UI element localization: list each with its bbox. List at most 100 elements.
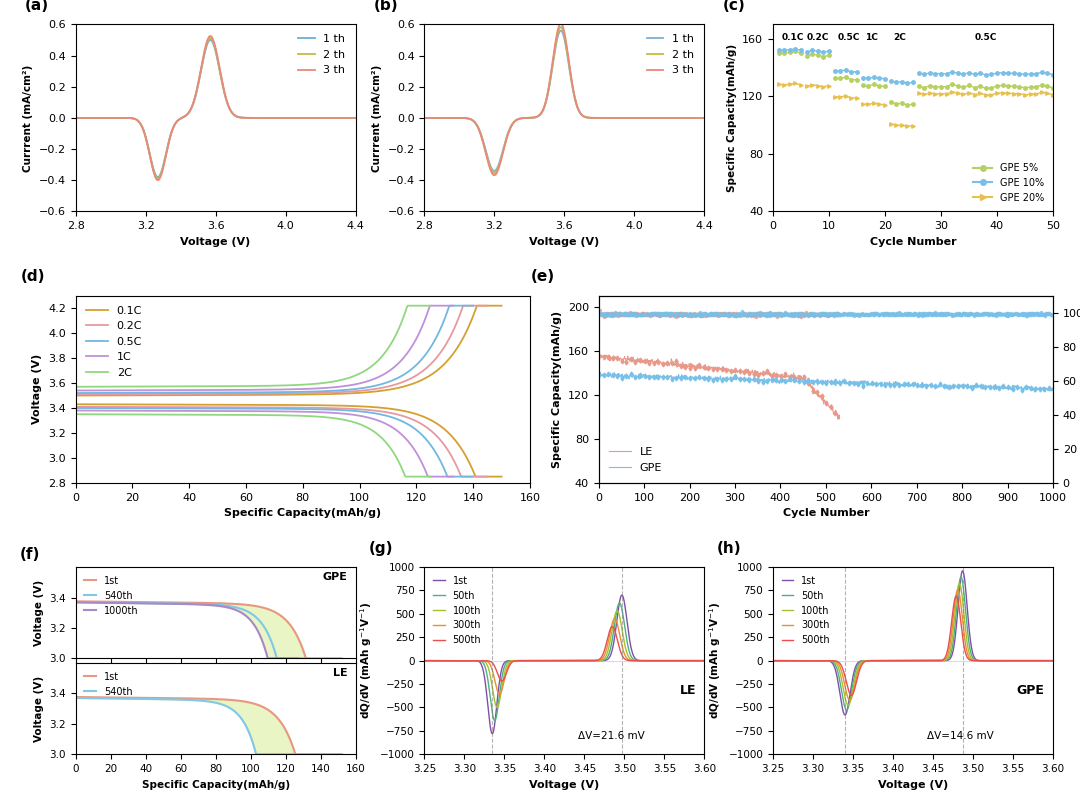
0.2C bbox=[481, 301, 494, 311]
50th bbox=[987, 656, 1000, 666]
GPE bbox=[594, 367, 607, 377]
Text: (d): (d) bbox=[22, 269, 45, 285]
1000th bbox=[96, 598, 109, 607]
540th bbox=[227, 706, 240, 715]
1st bbox=[237, 697, 249, 706]
1C bbox=[251, 385, 264, 395]
100th bbox=[418, 656, 431, 666]
1000th bbox=[230, 605, 243, 615]
540th bbox=[156, 694, 168, 704]
Text: (f): (f) bbox=[19, 547, 40, 561]
Text: (h): (h) bbox=[717, 541, 742, 556]
2 th bbox=[289, 113, 302, 122]
500th bbox=[432, 656, 445, 666]
Line: 0.2C: 0.2C bbox=[76, 306, 487, 394]
50th bbox=[546, 656, 559, 666]
GPE bbox=[777, 377, 789, 387]
Y-axis label: dQ/dV (mAh g$^{-1}$V$^{-1}$): dQ/dV (mAh g$^{-1}$V$^{-1}$) bbox=[707, 602, 723, 719]
1 th bbox=[698, 113, 711, 122]
0.2C bbox=[314, 388, 327, 397]
GPE bbox=[905, 381, 918, 391]
300th bbox=[1039, 656, 1052, 666]
1st bbox=[638, 656, 651, 666]
3 th bbox=[432, 113, 445, 122]
Y-axis label: Currrent (mA/cm²): Currrent (mA/cm²) bbox=[372, 64, 382, 172]
2C bbox=[238, 381, 251, 391]
50th bbox=[1047, 656, 1059, 666]
100th bbox=[690, 656, 703, 666]
540th bbox=[69, 693, 82, 703]
300th bbox=[608, 614, 621, 624]
300th bbox=[546, 656, 559, 666]
X-axis label: Voltage (V): Voltage (V) bbox=[180, 237, 251, 247]
X-axis label: Specific Capacity(mAh/g): Specific Capacity(mAh/g) bbox=[225, 508, 381, 518]
Line: 100th: 100th bbox=[424, 611, 704, 707]
X-axis label: Voltage (V): Voltage (V) bbox=[529, 237, 599, 247]
50th bbox=[690, 656, 703, 666]
0.1C bbox=[69, 391, 82, 401]
2 th bbox=[204, 33, 217, 43]
2 th bbox=[698, 113, 711, 122]
1C bbox=[273, 384, 286, 394]
Line: 3 th: 3 th bbox=[76, 36, 355, 180]
100th bbox=[1047, 656, 1059, 666]
Text: 0.1C: 0.1C bbox=[782, 33, 804, 42]
3 th bbox=[690, 113, 703, 122]
50th bbox=[840, 706, 853, 715]
300th bbox=[638, 656, 651, 666]
Line: 540th: 540th bbox=[76, 602, 309, 659]
300th bbox=[554, 656, 567, 666]
500th bbox=[1047, 656, 1059, 666]
500th bbox=[546, 656, 559, 666]
Text: ΔV=14.6 mV: ΔV=14.6 mV bbox=[927, 732, 994, 741]
1000th bbox=[69, 598, 82, 607]
540th bbox=[145, 599, 158, 608]
500th bbox=[690, 656, 703, 666]
Text: 0.5C: 0.5C bbox=[974, 33, 997, 42]
2 th bbox=[198, 48, 211, 58]
50th bbox=[488, 715, 501, 725]
Legend: 1st, 50th, 100th, 300th, 500th: 1st, 50th, 100th, 300th, 500th bbox=[778, 572, 834, 649]
1st bbox=[102, 693, 114, 702]
Y-axis label: Specific Capacity(mAh/g): Specific Capacity(mAh/g) bbox=[552, 311, 563, 468]
1 th bbox=[546, 58, 559, 67]
1 th bbox=[554, 26, 567, 36]
2 th bbox=[83, 113, 96, 122]
1000th bbox=[261, 654, 274, 663]
1st bbox=[1047, 656, 1059, 666]
300th bbox=[698, 656, 711, 666]
100th bbox=[1039, 656, 1052, 666]
3 th bbox=[69, 113, 82, 122]
1st bbox=[261, 604, 274, 614]
50th bbox=[1039, 656, 1052, 666]
540th bbox=[140, 694, 153, 704]
Y-axis label: Currrent (mA/cm²): Currrent (mA/cm²) bbox=[23, 64, 33, 172]
3 th bbox=[83, 113, 96, 122]
0.1C bbox=[271, 390, 284, 400]
500th bbox=[1039, 656, 1052, 666]
540th bbox=[216, 600, 229, 610]
50th bbox=[1039, 656, 1052, 666]
Text: (g): (g) bbox=[368, 541, 393, 556]
3 th bbox=[289, 113, 302, 122]
Line: 500th: 500th bbox=[424, 627, 704, 681]
Line: 0.5C: 0.5C bbox=[76, 306, 473, 393]
540th bbox=[288, 749, 301, 759]
100th bbox=[953, 578, 966, 588]
1 th bbox=[204, 35, 217, 45]
1st bbox=[69, 596, 82, 606]
500th bbox=[903, 656, 916, 666]
100th bbox=[841, 700, 854, 710]
540th bbox=[251, 749, 264, 759]
Legend: 0.1C, 0.2C, 0.5C, 1C, 2C: 0.1C, 0.2C, 0.5C, 1C, 2C bbox=[81, 301, 147, 382]
2 th bbox=[349, 113, 362, 122]
1st bbox=[546, 656, 559, 666]
300th bbox=[767, 656, 780, 666]
Text: 2C: 2C bbox=[893, 33, 906, 42]
1C bbox=[69, 386, 82, 396]
2 th bbox=[418, 113, 431, 122]
500th bbox=[690, 656, 703, 666]
300th bbox=[432, 656, 445, 666]
1st bbox=[175, 693, 188, 703]
2C bbox=[261, 381, 274, 391]
